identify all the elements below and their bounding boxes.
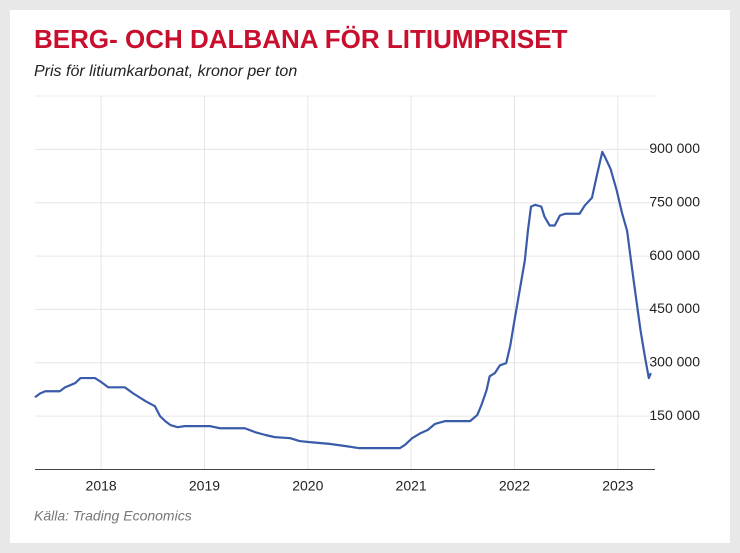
y-tick-label: 450 000: [649, 300, 700, 316]
x-tick-label: 2018: [86, 478, 117, 494]
y-tick-label: 900 000: [649, 140, 700, 156]
line-series: [34, 150, 652, 450]
x-tick-label: 2023: [602, 478, 633, 494]
x-tick-label: 2021: [396, 478, 427, 494]
x-tick-label: 2022: [499, 478, 530, 494]
y-tick-label: 750 000: [649, 193, 700, 209]
y-tick-label: 150 000: [649, 407, 700, 423]
source: Källa: Trading Economics: [34, 508, 192, 524]
card: [10, 10, 730, 543]
chart-subtitle: Pris för litiumkarbonat, kronor per ton: [34, 63, 297, 80]
x-tick-label: 2019: [189, 478, 220, 494]
y-tick-label: 600 000: [649, 247, 700, 263]
x-tick-label: 2020: [292, 478, 323, 494]
y-tick-label: 300 000: [649, 353, 700, 369]
chart-title: BERG- OCH DALBANA FÖR LITIUMPRISET: [34, 24, 568, 54]
